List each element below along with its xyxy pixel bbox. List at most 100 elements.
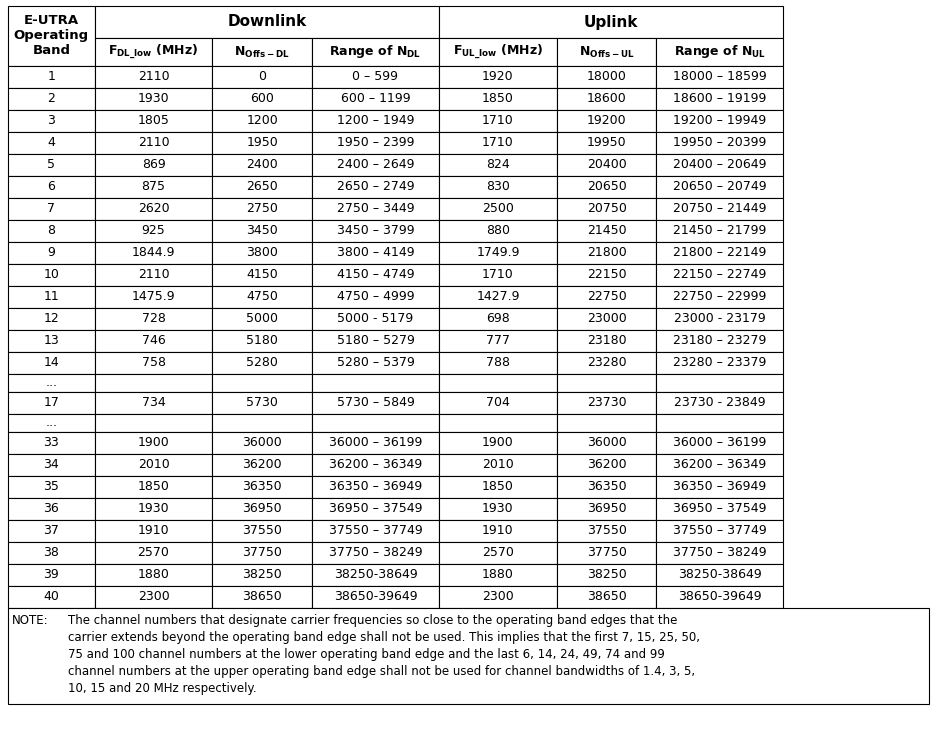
Bar xyxy=(95,432,212,454)
Bar xyxy=(656,454,782,476)
Text: 23180 – 23279: 23180 – 23279 xyxy=(673,334,766,348)
Bar xyxy=(95,198,212,220)
Text: 2750 – 3449: 2750 – 3449 xyxy=(336,203,414,216)
Text: 1950: 1950 xyxy=(246,137,278,149)
Bar xyxy=(556,352,656,374)
Text: 12: 12 xyxy=(43,312,59,325)
Bar xyxy=(95,564,212,586)
Text: 18000: 18000 xyxy=(586,71,626,83)
Bar xyxy=(656,392,782,414)
Bar xyxy=(95,542,212,564)
Bar xyxy=(8,308,95,330)
Text: 1900: 1900 xyxy=(482,436,513,450)
Text: 36200: 36200 xyxy=(586,459,626,472)
Text: 2010: 2010 xyxy=(138,459,169,472)
Text: 600 – 1199: 600 – 1199 xyxy=(341,92,410,105)
Bar xyxy=(95,454,212,476)
Text: 33: 33 xyxy=(43,436,59,450)
Text: 1844.9: 1844.9 xyxy=(132,246,175,260)
Bar xyxy=(95,242,212,264)
Text: 38: 38 xyxy=(43,547,59,559)
Bar xyxy=(556,414,656,432)
Text: 1910: 1910 xyxy=(138,524,169,538)
Bar xyxy=(212,88,312,110)
Bar xyxy=(212,374,312,392)
Bar xyxy=(439,198,556,220)
Text: 23000 - 23179: 23000 - 23179 xyxy=(673,312,765,325)
Text: 21450 – 21799: 21450 – 21799 xyxy=(673,225,766,237)
Text: 734: 734 xyxy=(141,397,166,409)
Text: 875: 875 xyxy=(141,180,166,194)
Bar xyxy=(212,586,312,608)
Bar xyxy=(439,330,556,352)
Text: Downlink: Downlink xyxy=(227,14,306,29)
Text: 2110: 2110 xyxy=(138,137,169,149)
Text: 1920: 1920 xyxy=(482,71,513,83)
Bar xyxy=(556,498,656,520)
Bar xyxy=(439,454,556,476)
Bar xyxy=(556,242,656,264)
Bar xyxy=(8,564,95,586)
Text: 39: 39 xyxy=(43,569,59,581)
Bar xyxy=(439,564,556,586)
Text: 704: 704 xyxy=(486,397,509,409)
Text: 2400 – 2649: 2400 – 2649 xyxy=(336,158,414,171)
Text: 1710: 1710 xyxy=(482,269,513,282)
Bar xyxy=(212,220,312,242)
Bar xyxy=(656,308,782,330)
Bar xyxy=(439,308,556,330)
Text: 19200 – 19949: 19200 – 19949 xyxy=(673,114,766,128)
Bar xyxy=(8,608,928,704)
Bar xyxy=(439,110,556,132)
Bar xyxy=(312,38,439,66)
Bar xyxy=(656,432,782,454)
Bar xyxy=(95,520,212,542)
Bar xyxy=(439,88,556,110)
Text: 38650: 38650 xyxy=(242,590,282,604)
Bar xyxy=(312,88,439,110)
Text: 4: 4 xyxy=(48,137,55,149)
Text: 5280: 5280 xyxy=(246,357,278,369)
Text: N$_\mathregular{Offs-UL}$: N$_\mathregular{Offs-UL}$ xyxy=(578,44,634,59)
Bar xyxy=(556,330,656,352)
Bar xyxy=(8,176,95,198)
Bar xyxy=(95,392,212,414)
Text: 1850: 1850 xyxy=(138,481,169,493)
Bar xyxy=(439,476,556,498)
Bar xyxy=(556,392,656,414)
Text: 3800 – 4149: 3800 – 4149 xyxy=(336,246,414,260)
Text: 1850: 1850 xyxy=(481,481,513,493)
Text: 22750 – 22999: 22750 – 22999 xyxy=(673,291,766,303)
Text: F$_\mathregular{DL\_low}$ (MHz): F$_\mathregular{DL\_low}$ (MHz) xyxy=(109,43,198,61)
Bar xyxy=(556,542,656,564)
Text: 2650 – 2749: 2650 – 2749 xyxy=(336,180,414,194)
Text: 11: 11 xyxy=(43,291,59,303)
Bar xyxy=(8,330,95,352)
Bar xyxy=(656,198,782,220)
Text: 2570: 2570 xyxy=(481,547,513,559)
Bar xyxy=(8,476,95,498)
Bar xyxy=(212,286,312,308)
Text: 23280: 23280 xyxy=(586,357,626,369)
Bar xyxy=(212,66,312,88)
Bar xyxy=(312,476,439,498)
Text: 36350: 36350 xyxy=(586,481,626,493)
Bar xyxy=(556,308,656,330)
Text: 36000: 36000 xyxy=(242,436,282,450)
Text: 1880: 1880 xyxy=(138,569,169,581)
Bar xyxy=(8,586,95,608)
Text: 1950 – 2399: 1950 – 2399 xyxy=(336,137,414,149)
Text: 40: 40 xyxy=(43,590,59,604)
Bar xyxy=(556,564,656,586)
Bar xyxy=(656,154,782,176)
Bar xyxy=(95,586,212,608)
Text: 37: 37 xyxy=(43,524,59,538)
Bar xyxy=(656,176,782,198)
Bar xyxy=(212,38,312,66)
Text: 1710: 1710 xyxy=(482,114,513,128)
Text: 0: 0 xyxy=(258,71,266,83)
Bar xyxy=(656,286,782,308)
Bar xyxy=(656,374,782,392)
Bar xyxy=(439,414,556,432)
Bar xyxy=(556,110,656,132)
